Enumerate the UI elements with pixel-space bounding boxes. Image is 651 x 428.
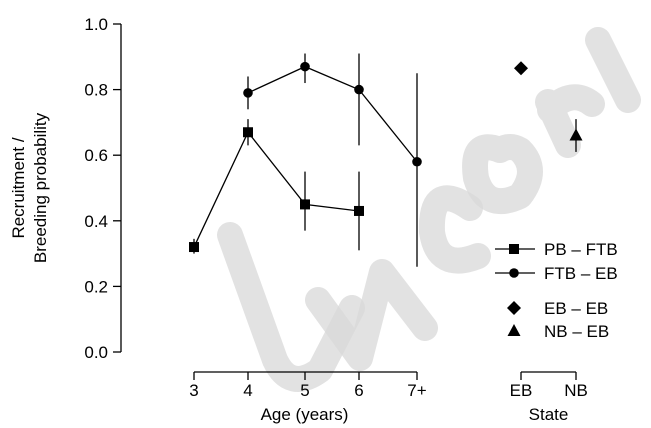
legend-marker <box>507 324 521 336</box>
legend-item: FTB – EB <box>495 264 618 283</box>
y-axis-title-line-1: Recruitment / <box>9 137 28 238</box>
y-tick-label: 0.6 <box>84 146 108 165</box>
y-tick-label: 0.8 <box>84 81 108 100</box>
legend-marker <box>507 301 521 315</box>
legend-marker <box>509 268 519 278</box>
watermark <box>217 27 641 392</box>
legend-item: EB – EB <box>507 299 608 318</box>
series-line <box>247 65 418 163</box>
legend: PB – FTB FTB – EB EB – EB NB – EB <box>495 240 618 341</box>
data-point <box>189 242 199 253</box>
y-tick-label: 0.2 <box>84 277 108 296</box>
series-circle <box>243 53 422 267</box>
x-tick-label: 7+ <box>407 381 426 400</box>
data-point <box>243 127 253 138</box>
legend-label: NB – EB <box>544 322 609 341</box>
data-point <box>243 88 253 98</box>
y-axis-title: Recruitment / Breeding probability <box>9 112 50 263</box>
x-tick-label: 3 <box>189 381 198 400</box>
y-axis-title-line-2: Breeding probability <box>31 112 50 263</box>
x-tick-label: 4 <box>243 381 252 400</box>
x-tick-label: NB <box>564 381 588 400</box>
x-tick-label: EB <box>510 381 533 400</box>
series-triangle <box>569 119 583 152</box>
data-point <box>412 156 422 167</box>
y-tick-label: 1.0 <box>84 15 108 34</box>
series-line <box>193 131 360 248</box>
x-axis: 3 4 5 6 7+ Age (years) EB NB State <box>189 371 588 424</box>
legend-label: EB – EB <box>544 299 608 318</box>
data-point <box>300 199 310 210</box>
legend-marker <box>509 244 519 254</box>
plot-area <box>189 53 583 267</box>
legend-item: PB – FTB <box>495 240 618 259</box>
data-point <box>514 61 528 76</box>
legend-label: PB – FTB <box>544 240 618 259</box>
series-diamond <box>514 61 528 76</box>
series-square <box>189 119 364 254</box>
y-tick-label: 0.4 <box>84 212 108 231</box>
y-axis: 0.0 0.2 0.4 0.6 0.8 1.0 Recruitment / Breeding … <box>9 15 122 362</box>
data-point <box>300 61 310 72</box>
x-axis-title-2: State <box>529 405 569 424</box>
data-point <box>569 128 583 141</box>
x-axis-title-1: Age (years) <box>261 405 349 424</box>
x-tick-label: 6 <box>354 381 363 400</box>
y-tick-label: 0.0 <box>84 343 108 362</box>
x-tick-label: 5 <box>300 381 309 400</box>
legend-label: FTB – EB <box>544 264 618 283</box>
data-point <box>354 84 364 95</box>
data-point <box>354 205 364 216</box>
legend-item: NB – EB <box>507 322 609 341</box>
